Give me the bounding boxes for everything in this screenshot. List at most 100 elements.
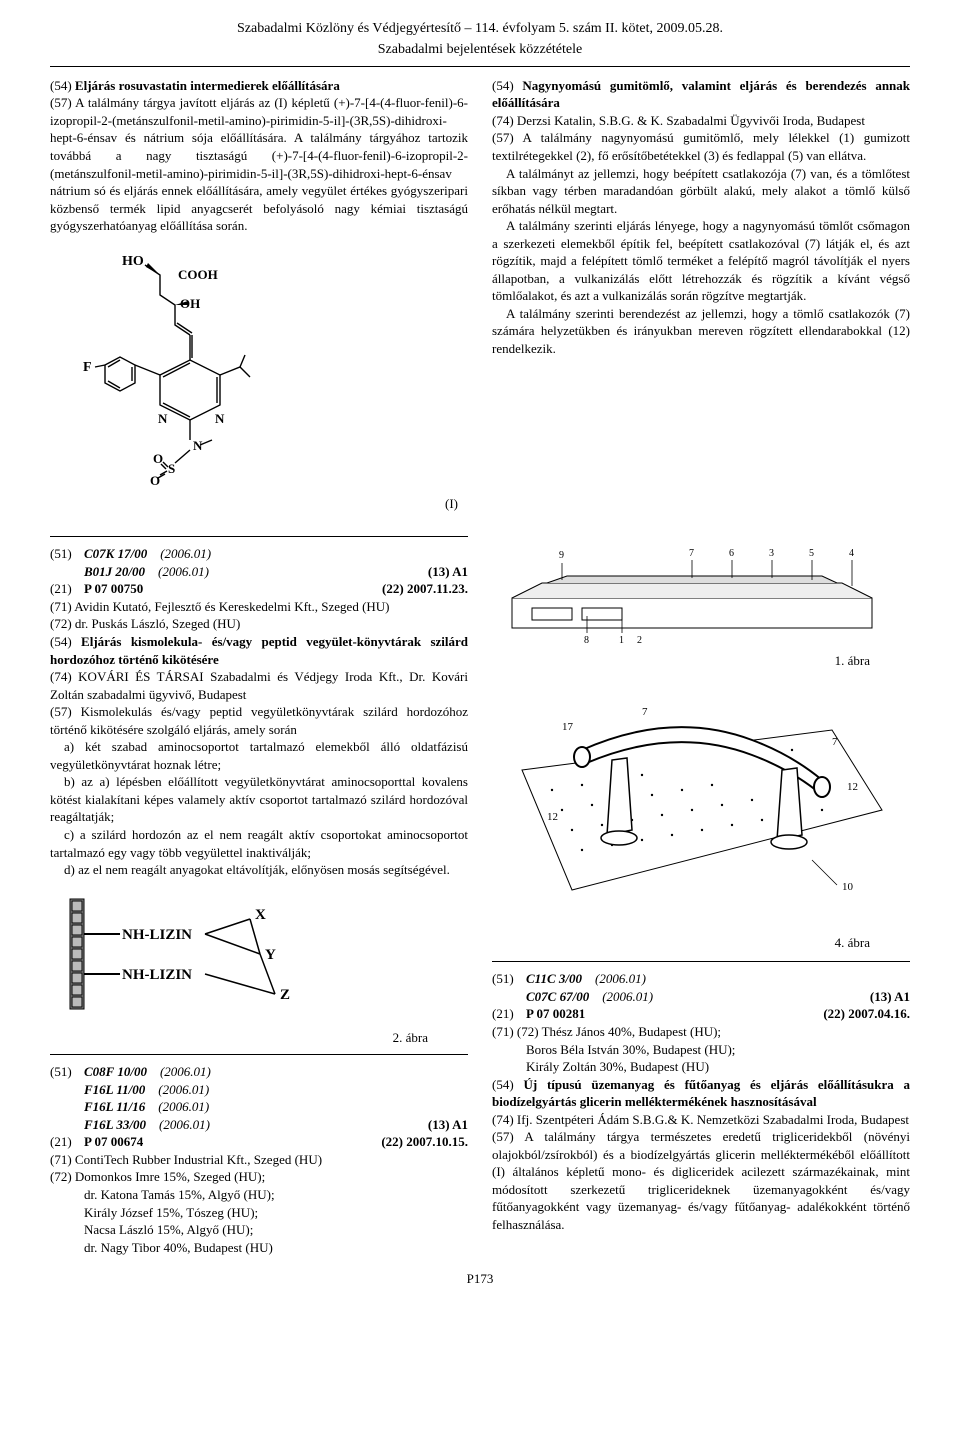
appnum-b: P 07 00674 (84, 1133, 143, 1151)
label-s: S (168, 461, 175, 476)
f4-10: 10 (842, 881, 854, 893)
kind-b: (13) A1 (420, 1116, 468, 1134)
code-74-m: (74) (50, 669, 72, 684)
n7: 7 (689, 548, 694, 559)
label-o2: O (150, 473, 160, 488)
code-71: (71) (50, 599, 72, 614)
paragraph-4: A találmány szerinti berendezést az jell… (492, 305, 910, 358)
inv-rb: Boros Béla István 30%, Budapest (HU); (492, 1041, 910, 1059)
ipc1b: C08F 10/00 (84, 1063, 147, 1081)
inventor: dr. Puskás László, Szeged (HU) (75, 616, 240, 631)
ipc2-class: B01J 20/00 (84, 563, 145, 581)
formula-label: (I) (50, 495, 468, 513)
inv-e: dr. Nagy Tibor 40%, Budapest (HU) (50, 1239, 468, 1257)
ipc1-date: (2006.01) (160, 545, 211, 563)
f4-17: 17 (562, 721, 574, 733)
inv-d: Nacsa László 15%, Algyő (HU); (50, 1221, 468, 1239)
label-x: X (255, 907, 266, 923)
nh-lizin-1: NH-LIZIN (122, 927, 192, 943)
code-21: (21) (50, 580, 84, 598)
title-r: Új típusú üzemanyag és fűtőanyag és eljá… (492, 1077, 910, 1110)
agent-m: KOVÁRI ÉS TÁRSAI Szabadalmi és Védjegy I… (50, 669, 468, 702)
lizin-svg: NH-LIZIN NH-LIZIN X Y Z (50, 889, 390, 1019)
abstract-r: A találmány tárgya természetes eredetű t… (492, 1129, 910, 1232)
f4-12a: 12 (547, 811, 558, 823)
left-top-block: (54) Eljárás rosuvastatin intermedierek … (50, 77, 468, 522)
lizin-figure: NH-LIZIN NH-LIZIN X Y Z (50, 889, 468, 1019)
inv-c: Király József 15%, Tószeg (HU); (50, 1204, 468, 1222)
applicant-b: ContiTech Rubber Industrial Kft., Szeged… (75, 1152, 322, 1167)
inv-b: dr. Katona Tamás 15%, Algyő (HU); (50, 1186, 468, 1204)
ipc1r-date: (2006.01) (595, 970, 646, 988)
ipc2r: C07C 67/00 (526, 988, 589, 1006)
fig4-svg: 17 7 7 12 12 10 (492, 690, 892, 930)
code-51-r: (51) (492, 970, 526, 988)
applicant: Avidin Kutató, Fejlesztő és Kereskedelmi… (74, 599, 389, 614)
ipc2-date: (2006.01) (158, 563, 209, 581)
code-57-r: (57) (492, 130, 514, 145)
inv-ra: (72) Thész János 40%, Budapest (HU); (517, 1024, 721, 1039)
code-54-r: (54) (492, 78, 514, 93)
text-57-r: A találmány nagynyomású gumitömlő, mely … (492, 130, 910, 163)
f4-7b: 7 (832, 736, 838, 748)
title-54-r: Nagynyomású gumitömlő, valamint eljárás … (492, 78, 910, 111)
divider (50, 536, 468, 537)
n4: 4 (849, 548, 854, 559)
n5: 5 (809, 548, 814, 559)
code-72: (72) (50, 616, 72, 631)
step-a: a) két szabad aminocsoportot tartalmazó … (50, 738, 468, 773)
inv-rc: Király Zoltán 30%, Budapest (HU) (492, 1058, 910, 1076)
label-n1: N (158, 411, 168, 426)
right-top-block: (54) Nagynyomású gumitömlő, valamint elj… (492, 77, 910, 522)
code-74-r: (74) (492, 113, 514, 128)
label-ho: HO (122, 254, 144, 269)
paragraph-3: A találmány szerinti eljárás lényege, ho… (492, 217, 910, 305)
f4-12b: 12 (847, 781, 858, 793)
appnum-r: P 07 00281 (526, 1005, 585, 1023)
left-mid-block: (51) C07K 17/00 (2006.01) B01J 20/00 (200… (50, 528, 468, 1256)
abstract-57-m: Kismolekulás és/vagy peptid vegyületköny… (50, 704, 468, 737)
label-cooh: COOH (178, 267, 218, 282)
n3: 3 (769, 548, 774, 559)
label-n2: N (215, 411, 225, 426)
chemical-structure: HO COOH OH F (50, 245, 468, 513)
nh-lizin-2: NH-LIZIN (122, 967, 192, 983)
step-d: d) az el nem reagált anyagokat eltávolít… (50, 861, 468, 879)
code-54: (54) (50, 78, 72, 93)
n1: 1 (619, 635, 624, 646)
kind-code: (13) A1 (420, 563, 468, 581)
fig1-svg: 9 7 6 3 5 4 8 1 2 (492, 538, 892, 648)
code-57: (57) (50, 95, 72, 110)
filing-date: (22) 2007.11.23. (374, 580, 468, 598)
label-z: Z (280, 987, 290, 1003)
date-r: (22) 2007.04.16. (815, 1005, 910, 1023)
page-header: Szabadalmi Közlöny és Védjegyértesítő – … (50, 20, 910, 60)
ipc1-class: C07K 17/00 (84, 545, 147, 563)
ipc1r: C11C 3/00 (526, 970, 582, 988)
f4-7a: 7 (642, 706, 648, 718)
label-n3: N (193, 438, 203, 453)
page-number: P173 (50, 1270, 910, 1288)
caption-fig1: 1. ábra (492, 652, 910, 670)
figure-4: 17 7 7 12 12 10 4. ábra (492, 690, 910, 952)
text-74-r: Derzsi Katalin, S.B.G. & K. Szabadalmi Ü… (517, 113, 865, 128)
right-mid-block: 9 7 6 3 5 4 8 1 2 1. ábra (492, 528, 910, 1256)
date-b: (22) 2007.10.15. (373, 1133, 468, 1151)
ipc2b-date: (2006.01) (158, 1081, 209, 1099)
ipc4b-date: (2006.01) (159, 1116, 210, 1134)
code-51-b: (51) (50, 1063, 84, 1081)
code-54-r2: (54) (492, 1077, 514, 1092)
n9: 9 (559, 550, 564, 561)
code-21-b: (21) (50, 1133, 84, 1151)
ipc3b-date: (2006.01) (158, 1098, 209, 1116)
kind-r: (13) A1 (862, 988, 910, 1006)
code-21-r: (21) (492, 1005, 526, 1023)
ipc4b: F16L 33/00 (84, 1116, 146, 1134)
step-b: b) az a) lépésben előállított vegyületkö… (50, 773, 468, 826)
n2: 2 (637, 635, 642, 646)
divider-2 (50, 1054, 468, 1055)
paragraph-2: A találmányt az jellemzi, hogy beépített… (492, 165, 910, 218)
code-57-m: (57) (50, 704, 72, 719)
caption-fig4: 4. ábra (492, 934, 910, 952)
inv-a: Domonkos Imre 15%, Szeged (HU); (75, 1169, 265, 1184)
